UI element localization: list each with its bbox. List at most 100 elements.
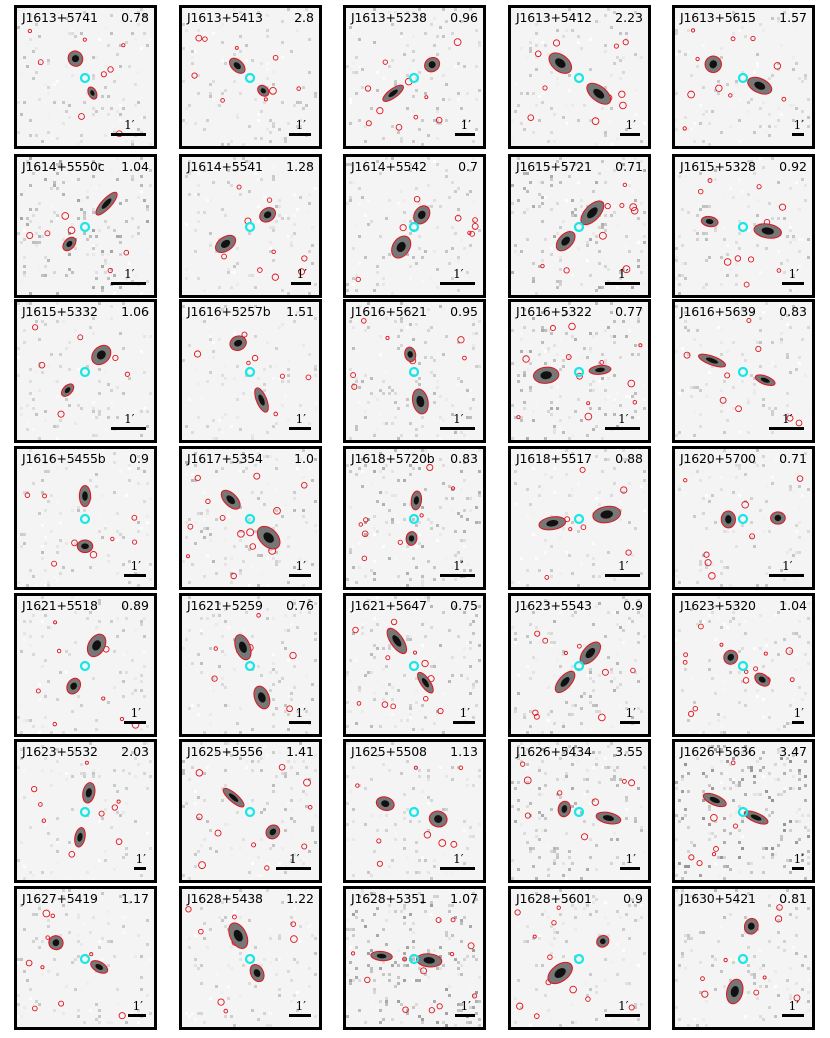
redshift-label: 1.57 — [779, 10, 807, 25]
redshift-label: 1.04 — [121, 159, 149, 174]
scale-bar — [769, 574, 804, 577]
scale-bar-label: 1′ — [295, 559, 306, 573]
source-panel: J1616+5639 0.83 1′ — [672, 299, 815, 443]
redshift-label: 0.83 — [450, 451, 478, 466]
redshift-label: 1.13 — [450, 744, 478, 759]
radio-image — [17, 449, 152, 587]
radio-image — [511, 8, 646, 146]
scale-bar — [134, 867, 146, 870]
source-name: J1621+5518 — [22, 598, 98, 613]
source-panel: J1626+5434 3.55 1′ — [508, 739, 651, 883]
source-panel: J1614+5550c 1.04 1′ — [14, 154, 157, 298]
source-name: J1623+5543 — [516, 598, 592, 613]
source-name: J1615+5721 — [516, 159, 592, 174]
scale-bar — [620, 867, 640, 870]
scale-bar — [455, 133, 475, 136]
redshift-label: 0.9 — [623, 598, 643, 613]
scale-bar — [792, 133, 804, 136]
radio-image — [511, 157, 646, 295]
source-panel: J1616+5257b 1.51 1′ — [179, 299, 322, 443]
source-panel: J1613+5741 0.78 1′ — [14, 5, 157, 149]
scale-bar-label: 1′ — [453, 267, 464, 281]
redshift-label: 0.78 — [121, 10, 149, 25]
source-panel: J1616+5322 0.77 1′ — [508, 299, 651, 443]
scale-bar — [769, 427, 804, 430]
scale-bar — [289, 427, 311, 430]
source-panel: J1621+5647 0.75 1′ — [343, 593, 486, 737]
source-name: J1618+5720b — [351, 451, 435, 466]
redshift-label: 1.22 — [286, 891, 314, 906]
source-panel: J1621+5259 0.76 1′ — [179, 593, 322, 737]
radio-image — [675, 889, 810, 1027]
redshift-label: 1.06 — [121, 304, 149, 319]
scale-bar-label: 1′ — [793, 118, 804, 132]
scale-bar — [289, 721, 311, 724]
source-panel: J1627+5419 1.17 1′ — [14, 886, 157, 1030]
scale-bar — [111, 133, 146, 136]
radio-image — [346, 449, 481, 587]
radio-image — [675, 302, 810, 437]
source-name: J1627+5419 — [22, 891, 98, 906]
source-name: J1628+5601 — [516, 891, 592, 906]
source-name: J1617+5354 — [187, 451, 263, 466]
radio-image — [675, 596, 810, 734]
source-panel: J1623+5320 1.04 1′ — [672, 593, 815, 737]
scale-bar-label: 1′ — [793, 852, 804, 866]
source-panel: J1625+5508 1.13 1′ — [343, 739, 486, 883]
scale-bar — [111, 427, 146, 430]
scale-bar — [291, 282, 311, 285]
radio-image — [346, 596, 481, 734]
source-panel: J1613+5238 0.96 1′ — [343, 5, 486, 149]
radio-image — [511, 596, 646, 734]
source-panel: J1614+5541 1.28 1′ — [179, 154, 322, 298]
radio-image — [514, 889, 646, 1027]
scale-bar-label: 1′ — [124, 412, 135, 426]
scale-bar-label: 1′ — [782, 412, 793, 426]
scale-bar-label: 1′ — [130, 706, 141, 720]
redshift-label: 1.07 — [450, 891, 478, 906]
source-name: J1614+5542 — [351, 159, 427, 174]
scale-bar — [276, 867, 311, 870]
scale-bar-label: 1′ — [788, 999, 799, 1013]
redshift-label: 1.0 — [294, 451, 314, 466]
scale-bar — [440, 282, 475, 285]
source-panel: J1615+5721 0.71 1′ — [508, 154, 651, 298]
source-name: J1625+5508 — [351, 744, 427, 759]
scale-bar-label: 1′ — [295, 118, 306, 132]
scale-bar-label: 1′ — [788, 267, 799, 281]
redshift-label: 0.92 — [779, 159, 807, 174]
scale-bar-label: 1′ — [618, 999, 629, 1013]
scale-bar — [111, 282, 146, 285]
source-panel: J1628+5351 1.07 1′ — [343, 886, 486, 1030]
scale-bar — [620, 133, 640, 136]
source-name: J1616+5257b — [187, 304, 271, 319]
redshift-label: 2.8 — [294, 10, 314, 25]
source-name: J1616+5621 — [351, 304, 427, 319]
scale-bar-label: 1′ — [289, 852, 300, 866]
scale-bar — [124, 574, 146, 577]
scale-bar — [440, 427, 475, 430]
redshift-label: 0.81 — [779, 891, 807, 906]
source-name: J1615+5328 — [680, 159, 756, 174]
source-name: J1623+5532 — [22, 744, 98, 759]
redshift-label: 1.28 — [286, 159, 314, 174]
source-panel: J1628+5438 1.22 1′ — [179, 886, 322, 1030]
source-panel: J1618+5517 0.88 1′ — [508, 446, 651, 590]
redshift-label: 0.88 — [615, 451, 643, 466]
source-panel: J1620+5700 0.71 1′ — [672, 446, 815, 590]
scale-bar — [453, 721, 475, 724]
scale-bar — [455, 1014, 475, 1017]
source-name: J1613+5741 — [22, 10, 98, 25]
redshift-label: 0.77 — [615, 304, 643, 319]
radio-image — [182, 8, 317, 146]
source-name: J1618+5517 — [516, 451, 592, 466]
radio-image — [17, 889, 152, 1027]
scale-bar — [128, 1014, 146, 1017]
scale-bar — [289, 574, 311, 577]
scale-bar-label: 1′ — [625, 118, 636, 132]
source-name: J1621+5647 — [351, 598, 427, 613]
source-name: J1613+5615 — [680, 10, 756, 25]
scale-bar — [792, 867, 804, 870]
radio-image — [675, 745, 810, 880]
